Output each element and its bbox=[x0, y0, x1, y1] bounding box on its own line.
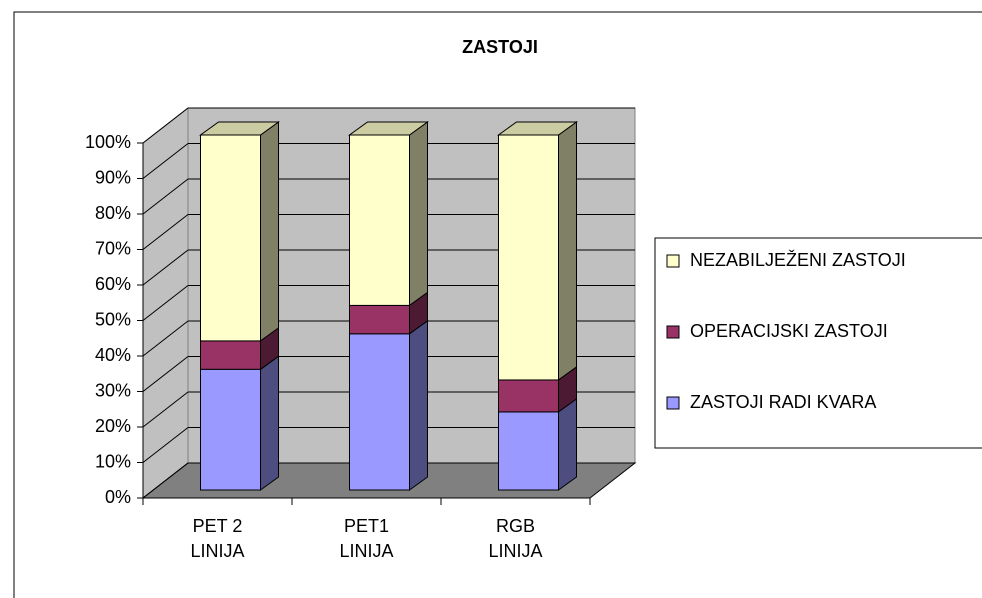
bar bbox=[200, 368, 261, 491]
bar-top bbox=[496, 121, 579, 136]
legend-swatch bbox=[666, 396, 680, 410]
bar-side bbox=[409, 319, 428, 491]
y-tick-label: 10% bbox=[95, 451, 131, 471]
y-tick-label: 40% bbox=[95, 345, 131, 365]
bar-top bbox=[347, 121, 430, 136]
bar bbox=[349, 333, 410, 491]
legend-swatch bbox=[666, 254, 680, 268]
bar-top bbox=[198, 121, 281, 136]
grid-line bbox=[142, 249, 189, 286]
x-tick-label: PET1 LINIJA bbox=[339, 516, 394, 561]
y-tick-label: 60% bbox=[95, 274, 131, 294]
grid-line bbox=[142, 285, 189, 321]
grid-line bbox=[142, 427, 189, 463]
grid-line bbox=[142, 143, 189, 179]
bar bbox=[349, 134, 410, 306]
grid-line bbox=[142, 462, 189, 499]
x-tick-label: RGB LINIJA bbox=[488, 516, 543, 561]
grid-line bbox=[142, 178, 189, 215]
legend-label: OPERACIJSKI ZASTOJI bbox=[690, 321, 888, 341]
grid-line bbox=[142, 320, 189, 357]
grid-line bbox=[142, 391, 189, 428]
legend-label: NEZABILJEŽENI ZASTOJI bbox=[690, 250, 906, 270]
bar bbox=[498, 411, 559, 491]
y-tick-label: 0% bbox=[105, 487, 131, 507]
bar bbox=[498, 379, 559, 413]
bar-side bbox=[558, 397, 577, 491]
x-tick-label: PET 2 LINIJA bbox=[190, 516, 245, 561]
bar-side bbox=[260, 355, 279, 491]
grid-line bbox=[142, 356, 189, 392]
legend-box bbox=[654, 237, 982, 449]
y-tick-label: 90% bbox=[95, 167, 131, 187]
chart-title: ZASTOJI bbox=[462, 37, 538, 57]
bar bbox=[349, 304, 410, 335]
bar bbox=[200, 340, 261, 370]
grid-line bbox=[142, 107, 189, 144]
bar-side bbox=[260, 121, 279, 342]
y-tick-label: 70% bbox=[95, 238, 131, 258]
bar bbox=[200, 134, 261, 342]
legend-label: ZASTOJI RADI KVARA bbox=[690, 392, 877, 412]
y-tick-label: 30% bbox=[95, 380, 131, 400]
bar bbox=[498, 134, 559, 381]
grid-line bbox=[142, 214, 189, 250]
bar-side bbox=[558, 121, 577, 381]
y-tick-label: 50% bbox=[95, 309, 131, 329]
bar-side bbox=[409, 121, 428, 307]
y-tick-label: 20% bbox=[95, 416, 131, 436]
legend-swatch bbox=[666, 325, 680, 339]
y-tick-label: 100% bbox=[85, 132, 131, 152]
y-tick-label: 80% bbox=[95, 203, 131, 223]
